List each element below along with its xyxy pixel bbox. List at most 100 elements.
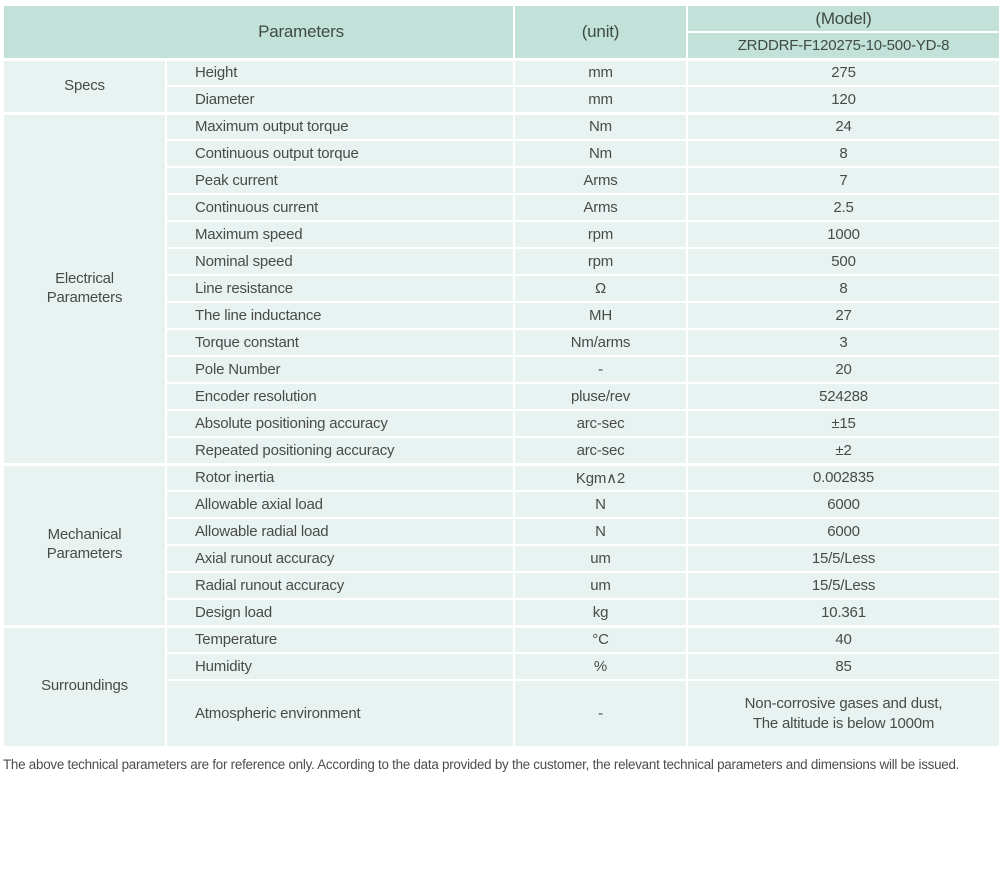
spec-sheet: Parameters (unit) (Model) ZRDDRF-F120275… bbox=[2, 4, 999, 772]
table-row: Electrical Parameters Maximum output torq… bbox=[2, 111, 999, 465]
table-row: Atmospheric environment - Non-corrosive ga… bbox=[3, 679, 999, 748]
parameter-cell: Allowable radial load bbox=[165, 517, 515, 546]
value-cell: 85 bbox=[686, 652, 999, 681]
table-row: Surroundings Temperature °C 40 bbox=[2, 624, 999, 748]
unit-cell: N bbox=[513, 517, 688, 546]
footnote: The above technical parameters are for r… bbox=[3, 757, 960, 772]
parameter-cell: Nominal speed bbox=[165, 247, 515, 276]
category-cell: Mechanical Parameters bbox=[2, 462, 167, 627]
parameter-cell: Radial runout accuracy bbox=[165, 571, 515, 600]
table-row: Absolute positioning accuracy arc-sec ±15 bbox=[3, 409, 999, 438]
table-row: Allowable radial load N 6000 bbox=[3, 517, 999, 546]
parameter-cell: Allowable axial load bbox=[165, 490, 515, 519]
unit-cell: um bbox=[513, 571, 688, 600]
table-row: Nominal speed rpm 500 bbox=[3, 247, 999, 276]
unit-cell: % bbox=[513, 652, 688, 681]
parameter-cell: Atmospheric environment bbox=[165, 679, 515, 748]
model-number: ZRDDRF-F120275-10-500-YD-8 bbox=[686, 31, 999, 60]
table-row: Continuous current Arms 2.5 bbox=[3, 193, 999, 222]
value-cell: 15/5/Less bbox=[686, 571, 999, 600]
unit-cell: MH bbox=[513, 301, 688, 330]
table-row: Continuous output torque Nm 8 bbox=[3, 139, 999, 168]
table-row: Humidity% 85 bbox=[3, 652, 999, 681]
parameter-cell: The line inductance bbox=[165, 301, 515, 330]
parameter-cell: Absolute positioning accuracy bbox=[165, 409, 515, 438]
table-row: Axial runout accuracy um 15/5/Less bbox=[3, 544, 999, 573]
parameter-cell: Peak current bbox=[165, 166, 515, 195]
table-row: Maximum speed rpm 1000 bbox=[3, 220, 999, 249]
unit-cell: Nm/arms bbox=[513, 328, 688, 357]
table-row: The line inductance MH 27 bbox=[3, 301, 999, 330]
value-cell: 0.002835 bbox=[686, 462, 999, 492]
value-cell: 24 bbox=[686, 111, 999, 141]
unit-cell: kg bbox=[513, 598, 688, 627]
parameter-cell: Continuous output torque bbox=[165, 139, 515, 168]
parameter-cell: Maximum speed bbox=[165, 220, 515, 249]
unit-cell: Arms bbox=[513, 193, 688, 222]
value-cell: 120 bbox=[686, 85, 999, 114]
value-cell: 275 bbox=[686, 57, 999, 87]
parameter-cell: Design load bbox=[165, 598, 515, 627]
parameter-cell: Temperature bbox=[165, 624, 515, 654]
table-row: Diameter mm 120 bbox=[3, 85, 999, 114]
spec-table: Parameters (unit) (Model) ZRDDRF-F120275… bbox=[2, 4, 999, 748]
value-cell: 8 bbox=[686, 274, 999, 303]
value-cell: 7 bbox=[686, 166, 999, 195]
value-cell: 15/5/Less bbox=[686, 544, 999, 573]
value-cell: 6000 bbox=[686, 490, 999, 519]
value-cell: 500 bbox=[686, 247, 999, 276]
unit-cell: rpm bbox=[513, 247, 688, 276]
parameter-cell: Continuous current bbox=[165, 193, 515, 222]
table-row: Design load kg 10.361 bbox=[3, 598, 999, 627]
table-row: Line resistance Ω 8 bbox=[3, 274, 999, 303]
table-row: Encoder resolution pluse/rev 524288 bbox=[3, 382, 999, 411]
table-body: Specs Height mm 275 Diameter mm 120 Electrical … bbox=[2, 57, 999, 748]
unit-cell: um bbox=[513, 544, 688, 573]
table-row: Allowable axial load N 6000 bbox=[3, 490, 999, 519]
value-cell: 8 bbox=[686, 139, 999, 168]
value-cell: Non-corrosive gases and dust, The altitu… bbox=[686, 679, 999, 748]
value-cell: 10.361 bbox=[686, 598, 999, 627]
parameter-cell: Encoder resolution bbox=[165, 382, 515, 411]
unit-cell: Nm bbox=[513, 111, 688, 141]
parameter-cell: Line resistance bbox=[165, 274, 515, 303]
parameter-cell: Maximum output torque bbox=[165, 111, 515, 141]
parameter-cell: Rotor inertia bbox=[165, 462, 515, 492]
table-row: Peak current Arms 7 bbox=[3, 166, 999, 195]
unit-cell: pluse/rev bbox=[513, 382, 688, 411]
value-cell: ±2 bbox=[686, 436, 999, 465]
unit-cell: mm bbox=[513, 85, 688, 114]
value-cell: 40 bbox=[686, 624, 999, 654]
table-row: Pole Number -20 bbox=[3, 355, 999, 384]
unit-cell: Ω bbox=[513, 274, 688, 303]
unit-cell: Kgm∧2 bbox=[513, 462, 688, 492]
unit-cell: arc-sec bbox=[513, 436, 688, 465]
unit-cell: rpm bbox=[513, 220, 688, 249]
table-row: Torque constant Nm/arms 3 bbox=[3, 328, 999, 357]
parameter-cell: Diameter bbox=[165, 85, 515, 114]
unit-cell: °C bbox=[513, 624, 688, 654]
unit-cell: Nm bbox=[513, 139, 688, 168]
value-cell: 2.5 bbox=[686, 193, 999, 222]
value-cell: 6000 bbox=[686, 517, 999, 546]
parameter-cell: Humidity bbox=[165, 652, 515, 681]
parameters-header: Parameters bbox=[2, 4, 515, 60]
unit-cell: - bbox=[513, 355, 688, 384]
table-row: Specs Height mm 275 bbox=[2, 57, 999, 114]
table-row: Radial runout accuracy um 15/5/Less bbox=[3, 571, 999, 600]
unit-cell: arc-sec bbox=[513, 409, 688, 438]
unit-header: (unit) bbox=[513, 4, 688, 60]
unit-cell: Arms bbox=[513, 166, 688, 195]
parameter-cell: Torque constant bbox=[165, 328, 515, 357]
model-header: (Model) bbox=[686, 4, 999, 33]
parameter-cell: Pole Number bbox=[165, 355, 515, 384]
value-cell: 524288 bbox=[686, 382, 999, 411]
table-row: Repeated positioning accuracy arc-sec ±2 bbox=[3, 436, 999, 465]
value-cell: 1000 bbox=[686, 220, 999, 249]
unit-cell: mm bbox=[513, 57, 688, 87]
parameter-cell: Axial runout accuracy bbox=[165, 544, 515, 573]
unit-cell: N bbox=[513, 490, 688, 519]
category-cell: Electrical Parameters bbox=[2, 111, 167, 465]
value-cell: ±15 bbox=[686, 409, 999, 438]
table-header: Parameters (unit) (Model) ZRDDRF-F120275… bbox=[2, 4, 999, 60]
